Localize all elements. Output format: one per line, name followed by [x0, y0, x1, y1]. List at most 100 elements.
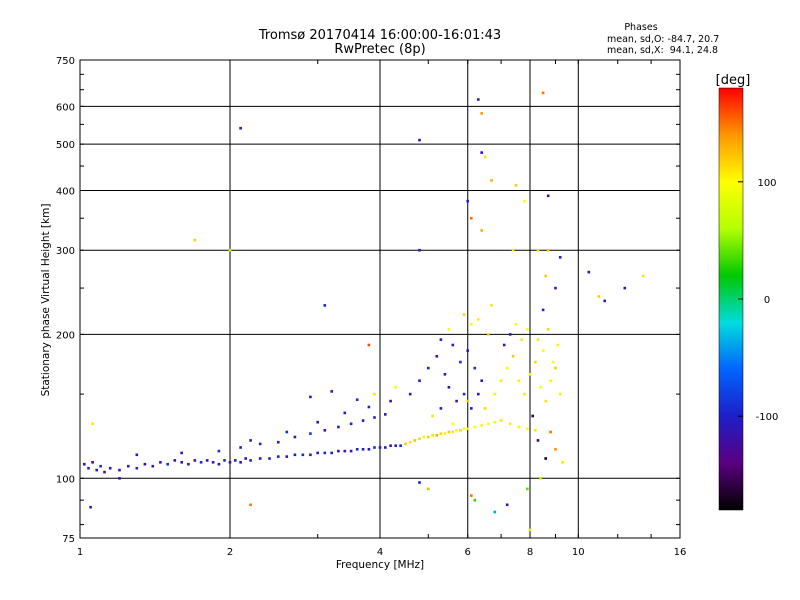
data-point	[316, 420, 319, 424]
data-point	[309, 395, 312, 399]
data-point	[431, 434, 434, 437]
data-point	[151, 464, 155, 468]
data-point	[554, 448, 557, 451]
data-point	[413, 439, 417, 442]
data-point	[477, 392, 480, 396]
y-tick-label: 400	[56, 186, 75, 197]
data-point	[493, 392, 497, 396]
data-point	[349, 449, 353, 453]
x-tick-labels: 1 2 4 6 8 10 16	[77, 547, 687, 558]
y-tick-label: 300	[56, 246, 75, 257]
data-point	[470, 216, 473, 220]
data-point	[511, 355, 515, 358]
data-point	[623, 286, 627, 290]
data-point	[143, 462, 147, 466]
data-point	[517, 425, 521, 429]
data-point	[490, 304, 493, 307]
data-point	[408, 392, 412, 396]
data-point	[239, 461, 242, 464]
data-point	[447, 430, 451, 434]
data-point	[367, 343, 371, 347]
data-point	[526, 328, 529, 331]
data-point	[418, 437, 421, 440]
data-point	[89, 505, 92, 509]
data-point	[249, 459, 252, 462]
data-point	[83, 462, 86, 466]
data-point	[293, 435, 297, 439]
data-point	[349, 422, 353, 426]
data-point	[523, 199, 526, 203]
data-point	[95, 468, 98, 472]
data-point	[323, 304, 327, 307]
data-point	[466, 427, 469, 430]
data-point	[528, 528, 532, 532]
data-point	[373, 446, 376, 449]
data-point	[462, 392, 466, 396]
y-tick-label: 750	[56, 56, 75, 67]
data-point	[551, 360, 555, 364]
data-point	[508, 422, 512, 426]
data-point	[483, 407, 487, 410]
data-point	[180, 451, 183, 455]
data-point	[514, 184, 518, 187]
y-tick-label: 200	[56, 330, 75, 341]
data-point	[343, 449, 347, 453]
data-point	[480, 112, 483, 115]
data-point	[597, 295, 601, 298]
data-point	[554, 286, 557, 290]
data-point	[249, 503, 252, 507]
data-point	[523, 392, 526, 396]
y-tick-label: 75	[62, 534, 75, 545]
data-point	[480, 151, 483, 154]
data-point	[330, 451, 333, 455]
data-point	[480, 229, 483, 232]
data-point	[217, 462, 221, 466]
data-point	[249, 439, 252, 442]
data-point	[447, 386, 451, 389]
data-point	[641, 274, 645, 278]
stats-o-mode: mean, sd,O: -84.7, 20.7	[607, 34, 719, 45]
data-point	[361, 448, 365, 451]
data-point	[91, 461, 94, 464]
data-point	[330, 390, 333, 393]
data-point	[211, 461, 215, 464]
data-point	[427, 366, 430, 370]
x-tick-label: 6	[465, 547, 471, 558]
data-point	[431, 414, 434, 418]
data-point	[373, 416, 376, 419]
data-point	[520, 338, 523, 341]
data-point	[217, 449, 221, 453]
data-point	[118, 468, 121, 472]
colorbar-tick-label: 0	[764, 295, 770, 306]
data-point	[505, 366, 509, 370]
data-point	[443, 432, 447, 435]
data-point	[316, 451, 319, 455]
data-point	[466, 349, 469, 352]
data-point	[587, 270, 591, 274]
data-point	[285, 430, 289, 434]
data-point	[394, 444, 397, 447]
data-point	[459, 360, 462, 364]
data-point	[337, 425, 340, 429]
data-point	[323, 451, 327, 455]
data-point	[355, 448, 359, 451]
data-point	[361, 419, 365, 422]
data-point	[439, 338, 443, 341]
data-point	[193, 238, 197, 242]
data-point	[427, 487, 430, 491]
data-point	[422, 435, 426, 439]
data-point	[418, 481, 421, 484]
data-point	[451, 343, 455, 347]
data-point	[493, 510, 497, 514]
data-point	[462, 313, 466, 316]
data-point	[534, 360, 537, 364]
data-point	[244, 457, 247, 460]
data-point	[502, 343, 506, 347]
data-point	[367, 448, 371, 451]
x-tick-label: 8	[527, 547, 533, 558]
data-point	[531, 414, 534, 418]
data-point	[546, 194, 550, 198]
data-point	[234, 459, 237, 462]
data-point	[544, 399, 547, 403]
data-point	[293, 453, 297, 457]
